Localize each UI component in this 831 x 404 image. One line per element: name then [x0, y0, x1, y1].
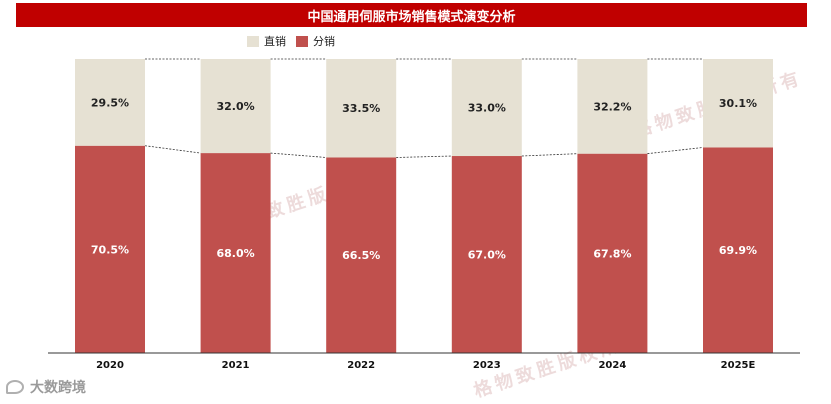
data-label-direct-2024: 32.2% — [593, 100, 631, 113]
brand-logo: 大数跨境 — [6, 377, 86, 397]
bar-direct-2022 — [326, 59, 397, 158]
series-line-distribution-3 — [521, 153, 578, 157]
x-tick-label-2023: 2023 — [473, 360, 501, 371]
data-label-direct-2023: 33.0% — [468, 102, 506, 115]
data-label-distribution-2024: 67.8% — [593, 247, 631, 260]
series-line-distribution-1 — [270, 152, 327, 158]
bar-distribution-2025E — [703, 147, 773, 353]
x-tick-label-2022: 2022 — [347, 360, 375, 371]
bar-distribution-2023 — [451, 156, 522, 353]
x-tick-label-2020: 2020 — [96, 360, 124, 371]
legend-swatch-direct — [247, 35, 259, 47]
data-label-direct-2020: 29.5% — [91, 96, 129, 109]
x-tick-label-2021: 2021 — [222, 360, 250, 371]
legend-item-distribution: 分销 — [296, 33, 335, 49]
bar-direct-2025E — [703, 59, 773, 148]
data-label-distribution-2021: 68.0% — [217, 247, 255, 260]
bar-direct-2024 — [577, 59, 648, 154]
series-line-distribution-4 — [647, 147, 704, 155]
data-label-distribution-2022: 66.5% — [342, 249, 380, 262]
legend-item-direct: 直销 — [247, 33, 286, 49]
series-line-distribution-0 — [144, 145, 201, 154]
x-tick-label-2024: 2024 — [598, 360, 626, 371]
chart-title: 中国通用伺服市场销售模式演变分析 — [16, 3, 807, 27]
bar-distribution-2024 — [577, 153, 648, 353]
bar-direct-2020 — [75, 59, 145, 146]
data-label-direct-2025E: 30.1% — [719, 97, 757, 110]
data-label-direct-2022: 33.5% — [342, 102, 380, 115]
legend-swatch-distribution — [296, 35, 308, 47]
data-label-distribution-2025E: 69.9% — [719, 244, 757, 257]
bar-distribution-2022 — [326, 157, 397, 353]
bar-distribution-2021 — [200, 153, 271, 353]
bar-direct-2021 — [200, 59, 271, 154]
legend-label-distribution: 分销 — [313, 35, 335, 48]
data-label-direct-2021: 32.0% — [217, 100, 255, 113]
data-label-distribution-2023: 67.0% — [468, 249, 506, 262]
series-line-distribution-2 — [396, 155, 452, 158]
bar-direct-2023 — [451, 59, 522, 157]
brand-name: 大数跨境 — [30, 380, 86, 396]
bar-distribution-2020 — [75, 145, 145, 353]
data-label-distribution-2020: 70.5% — [91, 243, 129, 256]
x-tick-label-2025E: 2025E — [721, 360, 756, 371]
brand-icon — [6, 380, 24, 394]
legend: 直销 分销 — [247, 33, 335, 49]
legend-label-direct: 直销 — [264, 35, 286, 48]
